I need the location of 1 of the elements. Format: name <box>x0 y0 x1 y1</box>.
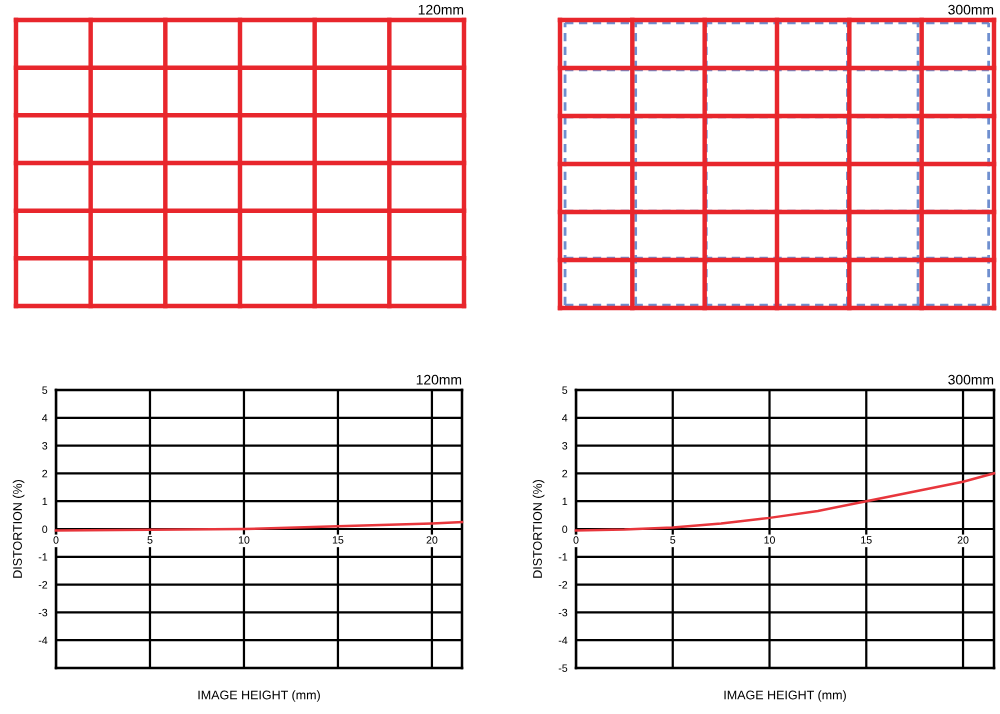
line-series <box>574 472 996 532</box>
